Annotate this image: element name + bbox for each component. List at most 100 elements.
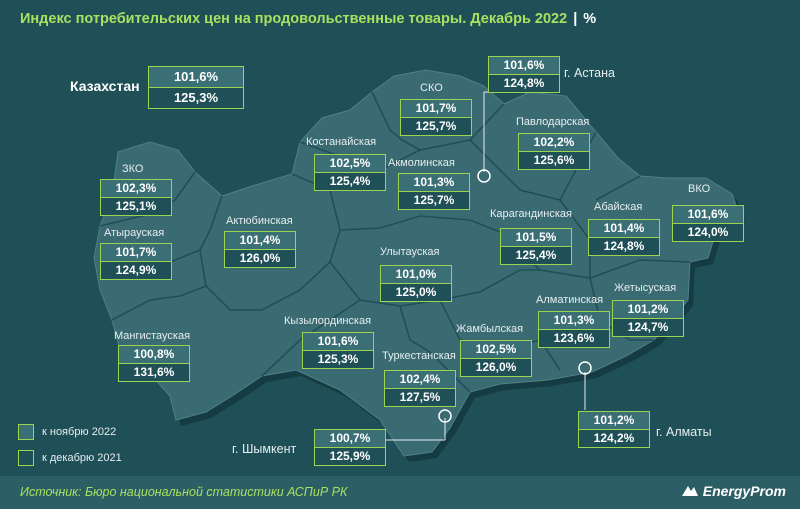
region-label-kyzylorda: Кызылординская [284, 315, 372, 327]
value-dec: 123,6% [539, 330, 609, 347]
value-nov: 101,4% [225, 232, 295, 250]
value-dec: 124,9% [101, 262, 171, 279]
region-values-turkestan: 102,4% 127,5% [384, 370, 456, 407]
value-nov: 100,8% [119, 346, 189, 364]
region-values-kostanay: 102,5% 125,4% [314, 154, 386, 191]
value-nov: 101,3% [539, 312, 609, 330]
legend-label-nov: к ноябрю 2022 [42, 426, 117, 438]
value-dec: 125,9% [315, 448, 385, 465]
value-dec: 124,7% [613, 319, 683, 336]
region-values-ulytau: 101,0% 125,0% [380, 265, 452, 302]
value-dec: 125,7% [401, 118, 471, 135]
region-label-kostanay: Костанайская [306, 136, 377, 148]
region-label-akmola: Акмолинская [388, 157, 455, 169]
value-dec: 125,3% [303, 351, 373, 368]
logo-text: EnergyProm [702, 483, 786, 499]
value-nov: 102,3% [101, 180, 171, 198]
source-text: Источник: Бюро национальной статистики А… [20, 485, 348, 499]
footer: Источник: Бюро национальной статистики А… [0, 476, 800, 509]
value-nov: 101,4% [589, 220, 659, 238]
region-label-atyrau: Атырауская [104, 227, 165, 239]
legend-swatch-dec [18, 450, 34, 466]
region-values-akmola: 101,3% 125,7% [398, 173, 470, 210]
region-values-zhambyl: 102,5% 126,0% [460, 340, 532, 377]
value-nov: 101,6% [303, 333, 373, 351]
region-label-aktobe: Актюбинская [226, 215, 293, 227]
value-dec: 125,1% [101, 198, 171, 215]
value-nov: 102,5% [315, 155, 385, 173]
title-text: Индекс потребительских цен на продовольс… [20, 11, 568, 27]
value-nov: 102,2% [519, 134, 589, 152]
value-dec: 125,7% [399, 192, 469, 209]
legend-label-dec: к декабрю 2021 [42, 452, 122, 464]
region-values-pavlodar: 102,2% 125,6% [518, 133, 590, 170]
almaty-marker [578, 361, 592, 375]
title-unit: % [583, 11, 597, 27]
astana-marker [477, 169, 491, 183]
value-dec: 124,8% [489, 75, 559, 92]
city-values-shymkent: 100,7% 125,9% [314, 429, 386, 466]
region-label-zhetysu: Жетысуская [614, 282, 677, 294]
city-label-almaty: г. Алматы [656, 425, 712, 439]
value-dec: 125,4% [501, 247, 571, 264]
region-label-zhambyl: Жамбылская [456, 323, 524, 335]
region-label-vko: ВКО [688, 183, 711, 195]
region-label-zko: ЗКО [122, 163, 144, 175]
value-nov: 101,2% [613, 301, 683, 319]
legend-item-dec: к декабрю 2021 [18, 450, 122, 466]
legend-swatch-nov [18, 424, 34, 440]
value-dec: 127,5% [385, 389, 455, 406]
city-label-astana: г. Астана [564, 66, 615, 80]
title-separator: | [573, 11, 578, 27]
page-title: Индекс потребительских цен на продовольс… [20, 11, 596, 27]
value-dec: 125,6% [519, 152, 589, 169]
city-values-astana: 101,6% 124,8% [488, 56, 560, 93]
value-dec: 126,0% [461, 359, 531, 376]
region-label-sko: СКО [420, 82, 443, 94]
region-label-karaganda: Карагандинская [490, 208, 572, 220]
shymkent-marker [438, 409, 452, 423]
region-values-almaty-region: 101,3% 123,6% [538, 311, 610, 348]
logo-icon [681, 486, 698, 496]
value-nov: 101,5% [501, 229, 571, 247]
region-label-ulytau: Улытауская [380, 246, 440, 258]
country-value-nov: 101,6% [149, 67, 243, 88]
value-nov: 101,6% [673, 206, 743, 224]
region-label-abai: Абайская [594, 201, 643, 213]
legend-item-nov: к ноябрю 2022 [18, 424, 116, 440]
city-values-almaty: 101,2% 124,2% [578, 411, 650, 448]
value-dec: 131,6% [119, 364, 189, 381]
region-values-atyrau: 101,7% 124,9% [100, 243, 172, 280]
value-dec: 125,0% [381, 284, 451, 301]
region-label-almaty-region: Алматинская [536, 294, 604, 306]
region-values-aktobe: 101,4% 126,0% [224, 231, 296, 268]
region-values-vko: 101,6% 124,0% [672, 205, 744, 242]
value-nov: 100,7% [315, 430, 385, 448]
region-label-turkestan: Туркестанская [382, 350, 456, 362]
region-values-zko: 102,3% 125,1% [100, 179, 172, 216]
value-nov: 101,6% [489, 57, 559, 75]
value-nov: 101,7% [101, 244, 171, 262]
region-values-karaganda: 101,5% 125,4% [500, 228, 572, 265]
value-dec: 126,0% [225, 250, 295, 267]
region-values-abai: 101,4% 124,8% [588, 219, 660, 256]
value-dec: 124,2% [579, 430, 649, 447]
city-label-shymkent: г. Шымкент [232, 442, 297, 456]
region-label-mangistau: Мангистауская [114, 330, 191, 342]
region-values-zhetysu: 101,2% 124,7% [612, 300, 684, 337]
value-dec: 124,8% [589, 238, 659, 255]
value-dec: 124,0% [673, 224, 743, 241]
country-label: Казахстан [70, 78, 140, 94]
value-nov: 101,0% [381, 266, 451, 284]
region-values-kyzylorda: 101,6% 125,3% [302, 332, 374, 369]
region-label-pavlodar: Павлодарская [516, 116, 590, 128]
value-nov: 101,7% [401, 100, 471, 118]
value-nov: 102,5% [461, 341, 531, 359]
region-values-sko: 101,7% 125,7% [400, 99, 472, 136]
country-value-dec: 125,3% [173, 90, 219, 105]
value-nov: 101,3% [399, 174, 469, 192]
logo: EnergyProm [681, 483, 786, 499]
country-values: 101,6% 125,3% [148, 66, 244, 109]
value-nov: 102,4% [385, 371, 455, 389]
value-dec: 125,4% [315, 173, 385, 190]
